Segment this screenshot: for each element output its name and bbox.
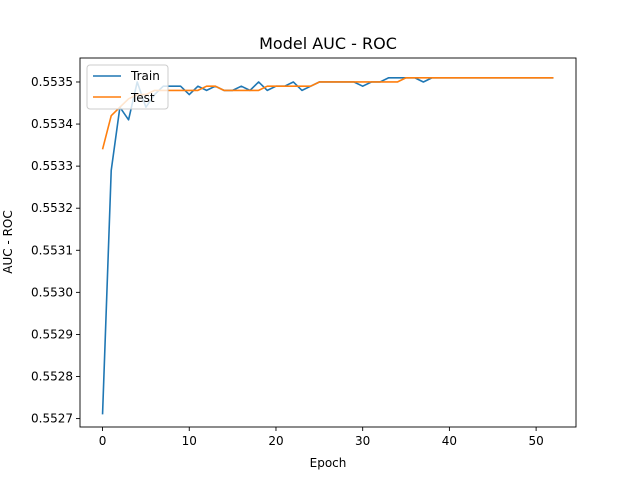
legend: Train Test xyxy=(86,64,169,110)
x-tick-label: 30 xyxy=(355,434,370,448)
y-tick-label: 0.5533 xyxy=(31,159,73,173)
y-tick-label: 0.5529 xyxy=(31,327,73,341)
plot-frame xyxy=(79,57,577,428)
x-tick-label: 20 xyxy=(268,434,283,448)
legend-test-label: Test xyxy=(130,91,155,105)
x-tick-label: 40 xyxy=(442,434,457,448)
chart-title: Model AUC - ROC xyxy=(259,34,397,53)
legend-train-label: Train xyxy=(130,69,160,83)
y-tick-label: 0.5531 xyxy=(31,243,73,257)
y-tick-label: 0.5532 xyxy=(31,201,73,215)
y-axis-ticks: 0.5527 0.5528 0.5529 0.5530 0.5531 0.5532 0.55… xyxy=(31,75,80,426)
y-tick-label: 0.5528 xyxy=(31,370,73,384)
x-tick-label: 0 xyxy=(99,434,107,448)
y-tick-label: 0.5534 xyxy=(31,117,73,131)
x-axis-ticks: 0 10 20 30 40 50 xyxy=(99,427,544,448)
y-tick-label: 0.5530 xyxy=(31,285,73,299)
x-tick-label: 10 xyxy=(182,434,197,448)
x-axis-label: Epoch xyxy=(310,456,347,470)
series-line-test xyxy=(101,76,554,150)
plot-area xyxy=(80,58,576,427)
series-layer xyxy=(101,76,554,415)
y-tick-label: 0.5535 xyxy=(31,75,73,89)
y-axis-label: AUC - ROC xyxy=(1,210,15,274)
y-tick-label: 0.5527 xyxy=(31,412,73,426)
x-tick-label: 50 xyxy=(528,434,543,448)
